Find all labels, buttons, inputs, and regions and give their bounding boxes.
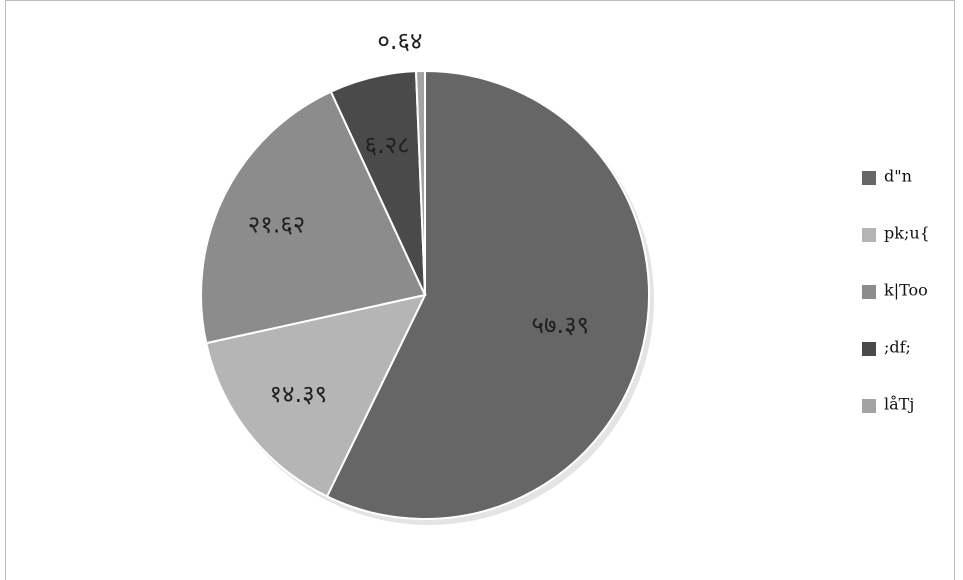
pie-labels: ५७.३९ १४.३९ २१.६२ ६.२८ ०.६४ [248,27,589,408]
pie-slice-1 [325,69,650,520]
legend-item-2: pk;u{ [862,224,930,243]
slice-data-label-2: १४.३९ [270,380,328,408]
slice-data-label-3: २१.६२ [248,210,306,238]
pie-slice-2 [205,293,427,498]
pie-slice-5 [414,69,426,296]
legend-item-3: k|Too [862,281,928,300]
pie-slices [200,69,650,520]
legend-label-1: d"n [884,167,912,186]
legend-swatch-2 [862,228,876,242]
slice-data-label-4: ६.२८ [365,131,410,159]
legend-swatch-1 [862,171,876,185]
legend-label-4: ;df; [884,338,911,357]
legend-item-5: låTj [862,395,914,414]
legend-item-1: d"n [862,167,912,186]
legend-swatch-5 [862,399,876,413]
legend-label-5: låTj [884,395,914,414]
frame-left-border [5,0,6,580]
legend-label-3: k|Too [884,281,928,300]
frame-top-border [5,0,955,1]
slice-data-label-5: ०.६४ [377,27,422,55]
legend-item-4: ;df; [862,338,911,357]
pie-slice-3 [200,90,427,345]
legend-label-2: pk;u{ [884,224,930,243]
frame-right-border [954,0,955,580]
legend-swatch-4 [862,342,876,356]
legend: d"n pk;u{ k|Too ;df; låTj [862,167,930,414]
slice-data-label-1: ५७.३९ [532,311,590,339]
legend-swatch-3 [862,285,876,299]
